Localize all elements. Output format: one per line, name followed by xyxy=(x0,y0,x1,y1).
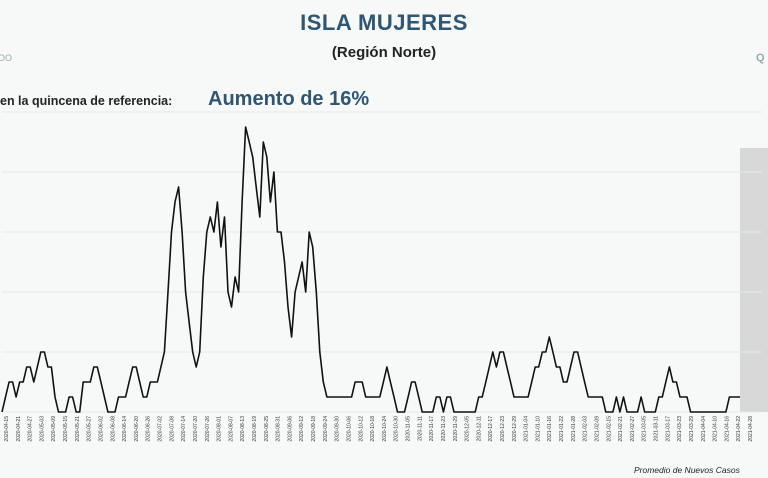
x-tick-label: 2020-09-30 xyxy=(335,416,341,442)
x-tick-label: 2021-04-10 xyxy=(713,416,719,442)
x-tick-label: 2020-11-05 xyxy=(406,416,412,441)
x-tick-label: 2020-08-01 xyxy=(217,416,223,442)
x-tick-label: 2020-06-20 xyxy=(134,416,140,442)
x-tick-label: 2020-11-11 xyxy=(417,416,423,441)
x-tick-label: 2020-04-15 xyxy=(4,416,10,442)
series-line xyxy=(1,126,740,413)
x-tick-label: 2020-06-02 xyxy=(99,416,105,442)
x-tick-label: 2020-12-11 xyxy=(476,416,482,441)
x-tick-label: 2021-02-27 xyxy=(630,416,636,442)
reference-period-shade xyxy=(740,148,768,412)
edge-left-fragment: OO xyxy=(0,53,13,63)
x-tick-label: 2021-01-16 xyxy=(547,416,553,442)
x-tick-label: 2021-02-03 xyxy=(583,416,589,442)
edge-right-fragment: Q xyxy=(756,52,765,64)
x-tick-label: 2020-09-24 xyxy=(323,416,329,442)
x-tick-label: 2020-09-18 xyxy=(311,416,317,442)
x-tick-label: 2021-03-17 xyxy=(665,416,671,442)
x-tick-label: 2021-04-04 xyxy=(701,416,707,442)
x-tick-label: 2021-04-22 xyxy=(736,416,742,442)
x-tick-label: 2020-04-21 xyxy=(16,416,22,442)
x-tick-label: 2021-01-10 xyxy=(535,416,541,442)
x-tick-label: 2021-03-23 xyxy=(677,416,683,442)
x-tick-label: 2021-03-11 xyxy=(654,416,660,441)
x-tick-label: 2020-06-08 xyxy=(110,416,116,442)
x-tick-label: 2020-08-13 xyxy=(240,416,246,442)
x-tick-label: 2021-01-04 xyxy=(524,416,530,442)
x-tick-label: 2020-05-03 xyxy=(39,416,45,442)
chart-subtitle: (Región Norte) xyxy=(331,44,437,61)
x-tick-label: 2021-03-29 xyxy=(689,416,695,442)
x-tick-label: 2020-10-12 xyxy=(358,416,364,442)
reference-period-label: en la quincena de referencia: xyxy=(0,94,173,108)
x-tick-label: 2021-02-09 xyxy=(595,416,601,442)
x-tick-label: 2021-01-28 xyxy=(571,416,577,442)
x-tick-label: 2020-10-06 xyxy=(347,416,353,442)
x-tick-label: 2021-02-21 xyxy=(618,416,624,442)
x-tick-label: 2020-05-09 xyxy=(51,416,57,442)
x-tick-label: 2020-08-31 xyxy=(276,416,282,442)
x-tick-label: 2020-05-15 xyxy=(63,416,69,442)
x-tick-label: 2020-12-05 xyxy=(465,416,471,442)
x-tick-label: 2020-05-27 xyxy=(87,416,93,442)
x-tick-label: 2021-03-05 xyxy=(642,416,648,442)
x-tick-label: 2020-04-27 xyxy=(28,416,34,442)
x-tick-label: 2020-09-12 xyxy=(299,416,305,442)
x-tick-label: 2021-04-28 xyxy=(748,416,754,442)
x-tick-label: 2020-07-20 xyxy=(193,416,199,442)
x-tick-label: 2020-05-21 xyxy=(75,416,81,442)
x-tick-label: 2020-07-14 xyxy=(181,416,187,442)
x-tick-label: 2020-08-25 xyxy=(264,416,270,442)
x-tick-label: 2020-06-26 xyxy=(146,416,152,442)
x-tick-label: 2020-12-23 xyxy=(500,416,506,442)
x-tick-label: 2020-11-23 xyxy=(441,416,447,441)
x-tick-label: 2020-06-14 xyxy=(122,416,128,442)
x-tick-label: 2020-08-19 xyxy=(252,416,258,442)
chart-title: ISLA MUJERES xyxy=(300,10,468,35)
x-tick-label: 2020-08-07 xyxy=(228,416,234,442)
x-tick-label: 2020-07-08 xyxy=(169,416,175,442)
x-tick-label: 2020-12-17 xyxy=(488,416,494,442)
x-tick-label: 2020-10-30 xyxy=(394,416,400,442)
x-tick-label: 2020-09-06 xyxy=(287,416,293,442)
x-tick-label: 2020-10-18 xyxy=(370,416,376,442)
x-tick-label: 2020-07-02 xyxy=(158,416,164,442)
x-tick-label: 2021-04-16 xyxy=(724,416,730,442)
x-tick-label: 2020-10-24 xyxy=(382,416,388,442)
x-tick-label: 2020-11-29 xyxy=(453,416,459,441)
chart-footnote: Promedio de Nuevos Casos xyxy=(634,465,740,475)
reference-change-value: Aumento de 16% xyxy=(208,88,370,110)
x-tick-label: 2020-07-26 xyxy=(205,416,211,442)
x-tick-label: 2021-02-15 xyxy=(606,416,612,442)
x-tick-label: 2020-11-17 xyxy=(429,416,435,441)
x-tick-label: 2021-01-22 xyxy=(559,416,565,442)
x-tick-label: 2020-12-29 xyxy=(512,416,518,442)
